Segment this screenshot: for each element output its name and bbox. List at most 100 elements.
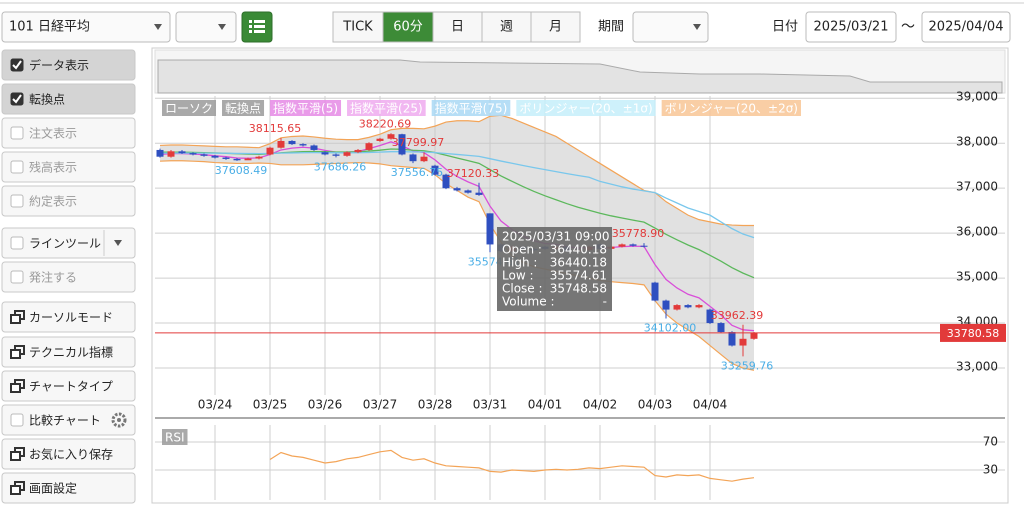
icon [10,485,21,495]
y-tick-label: 36,000 [956,225,998,239]
tooltip-value: 35574.61 [550,269,607,283]
x-tick-label: 04/03 [638,398,673,412]
sidebar-button[interactable] [1,404,136,436]
select[interactable] [175,11,237,43]
candle-body [266,147,274,155]
checkbox[interactable] [10,413,24,427]
candle-body [442,174,450,189]
legend-label: RSI [165,431,185,445]
checkbox[interactable] [10,236,24,250]
icon [10,349,21,359]
sidebar-label: データ表示 [29,58,89,73]
legend-box [347,100,426,116]
interval-label: TICK [342,20,373,35]
candle-body [200,154,208,156]
candle-body [409,154,417,162]
sidebar-button[interactable] [1,49,136,81]
sidebar-button[interactable] [1,301,136,333]
band-fill [160,115,754,371]
candle-body [178,151,186,154]
sidebar: データ表示転換点注文表示残高表示約定表示ラインツール発注するカーソルモードテクニ… [1,49,136,504]
candle-body [739,338,747,346]
period-select[interactable] [632,11,709,43]
checkbox [10,126,24,140]
dropdown-arrow[interactable] [114,240,122,246]
candle-body [233,158,241,161]
date-from-input[interactable] [805,11,897,43]
legend-box [516,100,656,116]
rsi-line [269,449,755,482]
legend-label: ローソク [165,102,213,116]
legend-label: 指数平滑(5) [273,101,338,116]
symbol-select[interactable] [1,11,171,43]
sidebar-button[interactable] [1,336,136,368]
checkbox [10,194,24,208]
candle-body [343,152,351,156]
y-tick-label: 33,000 [956,360,998,374]
sidebar-button[interactable] [1,438,136,470]
candle-body [706,309,714,324]
candle-body [728,332,736,346]
symbol-text: 101 日経平均 [9,20,90,35]
interval-button[interactable] [530,11,581,43]
x-tick-label: 04/01 [528,398,563,412]
y-tick-label: 30 [983,463,998,477]
sidebar-button[interactable] [1,370,136,402]
candle-body [398,134,406,155]
x-tick-label: 04/02 [583,398,618,412]
candle-body [618,244,626,247]
tooltip-value: - [603,295,607,309]
candle-body [640,245,648,247]
ema-line [160,148,755,279]
tooltip-label: Close : [502,282,543,296]
candle-body [288,140,296,145]
sidebar-label: 発注する [29,270,77,285]
date-label: 日付 [772,20,798,35]
interval-button[interactable] [481,11,532,43]
interval-label: 週 [500,20,513,35]
date-to-input[interactable] [921,11,1011,43]
interval-group: TICK 60分 日 週 月 [332,11,581,43]
last-price: 33780.58 [947,327,1000,340]
sidebar-label: 比較チャート [29,413,101,428]
date-from: 2025/03/21 [814,20,889,35]
pivot-high-label: 37799.97 [392,136,445,149]
candle-body [299,144,307,146]
dropdown-arrow [154,24,162,30]
interval-button[interactable] [382,11,434,43]
sidebar-label: 約定表示 [29,194,77,209]
navigator-area [157,59,1003,94]
candle-body [695,305,703,308]
pivot-high-label: 37120.33 [447,167,500,180]
candle-body [222,157,230,159]
tooltip-label: Open : [502,243,542,257]
interval-button[interactable] [432,11,483,43]
candle-body [332,154,340,156]
plot: 33,00034,00035,00036,00037,00038,00039,0… [155,90,1006,500]
candle-body [750,332,758,339]
tooltip-time: 2025/03/31 09:00 [502,230,610,244]
y-tick-label: 39,000 [956,90,998,104]
sidebar-label: テクニカル指標 [29,345,113,360]
period-label: 期間 [598,20,624,35]
sidebar-label: 残高表示 [29,160,77,175]
candle-body [431,165,439,175]
pivot-high-label: 35778.90 [612,227,665,240]
sidebar-button[interactable] [1,227,136,259]
legend-box [162,100,217,116]
interval-label: 月 [549,20,562,35]
candle-body [255,156,263,159]
candle-body [156,149,164,157]
checkbox [10,160,24,174]
legend-label: 指数平滑(75) [435,101,508,116]
candle-body [651,282,659,301]
interval-label: 60分 [393,20,423,35]
gear-icon[interactable] [111,412,127,428]
sidebar-button[interactable] [1,83,136,115]
date-to: 2025/04/04 [929,20,1004,35]
pivot-high-label: 33962.39 [711,309,764,322]
interval-label: 日 [451,20,464,35]
sidebar-button[interactable] [1,472,136,504]
candle-body [387,134,395,139]
